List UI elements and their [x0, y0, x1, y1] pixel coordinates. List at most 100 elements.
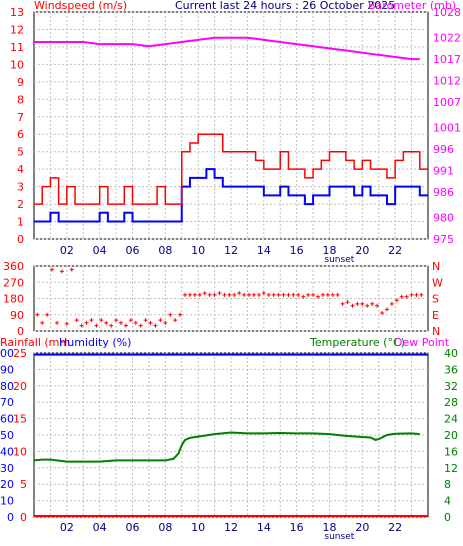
- direction-point: [370, 301, 375, 306]
- series-temperature: [33, 431, 420, 463]
- temperature-tick-label: 20: [444, 429, 458, 442]
- direction-point: [291, 292, 296, 297]
- y2-tick-label: 1012: [433, 75, 461, 88]
- current-date-header: Current last 24 hours : 26 October 2025: [175, 0, 395, 12]
- humidity-tick-label: 30: [0, 462, 14, 475]
- direction-point: [247, 292, 252, 297]
- compass-label: E: [432, 309, 439, 322]
- direction-point: [404, 294, 409, 299]
- x-tick-label: 20: [355, 244, 369, 257]
- direction-point: [35, 312, 40, 317]
- y-tick-label: 360: [3, 260, 24, 273]
- direction-point: [271, 292, 276, 297]
- rainfall-tick-label: 20: [13, 380, 27, 393]
- direction-point: [414, 292, 419, 297]
- direction-point: [394, 298, 399, 303]
- temperature-tick-label: 40: [444, 347, 458, 360]
- temperature-tick-label: 4: [444, 495, 451, 508]
- humidity-tick-label: 50: [0, 429, 14, 442]
- temperature-tick-label: 8: [444, 478, 451, 491]
- direction-point: [306, 292, 311, 297]
- direction-point: [45, 312, 50, 317]
- compass-label: N: [432, 325, 440, 338]
- rainfall-tick-label: 15: [13, 413, 27, 426]
- direction-point: [173, 318, 178, 323]
- barometer-header: Barometer (mb): [368, 0, 456, 12]
- rainfall-tick-label: 0: [20, 511, 27, 524]
- y-tick-label: 90: [10, 309, 24, 322]
- direction-point: [399, 294, 404, 299]
- direction-point: [419, 292, 424, 297]
- direction-point: [311, 292, 316, 297]
- x-tick-label: 04: [93, 521, 107, 534]
- direction-point: [256, 292, 261, 297]
- direction-point: [59, 269, 64, 274]
- x-tick-label: 14: [257, 521, 271, 534]
- y2-tick-label: 1028: [433, 6, 461, 19]
- series-wind-min: [34, 168, 428, 223]
- direction-point: [380, 310, 385, 315]
- x-tick-label: 02: [60, 244, 74, 257]
- direction-point: [301, 294, 306, 299]
- direction-point: [251, 292, 256, 297]
- y-tick-label: 1: [17, 216, 24, 229]
- direction-point: [153, 323, 158, 328]
- x-tick-label: 04: [93, 244, 107, 257]
- rainfall-header: Rainfall (mm: [0, 336, 70, 349]
- direction-point: [138, 323, 143, 328]
- direction-point: [207, 292, 212, 297]
- y-tick-label: 7: [17, 111, 24, 124]
- direction-point: [355, 301, 360, 306]
- direction-point: [183, 292, 188, 297]
- humidity-tick-label: 40: [0, 445, 14, 458]
- direction-point: [340, 301, 345, 306]
- direction-point: [168, 312, 173, 317]
- y-tick-label: 12: [10, 23, 24, 36]
- direction-point: [119, 320, 124, 325]
- temperature-tick-label: 28: [444, 396, 458, 409]
- direction-point: [276, 292, 281, 297]
- y-tick-label: 270: [3, 276, 24, 289]
- wind-direction-panel: 0 N 90 E 180 S 270 W 360 N: [3, 260, 443, 338]
- direction-point: [69, 267, 74, 272]
- x-tick-label: 08: [158, 244, 172, 257]
- y-tick-label: 10: [10, 58, 24, 71]
- direction-point: [330, 292, 335, 297]
- direction-point: [104, 320, 109, 325]
- temperature-tick-label: 32: [444, 380, 458, 393]
- x-tick-label: 12: [224, 521, 238, 534]
- direction-point: [197, 292, 202, 297]
- direction-point: [242, 292, 247, 297]
- humidity-tick-label: 100: [0, 347, 14, 360]
- direction-point: [40, 320, 45, 325]
- y-tick-label: 5: [17, 146, 24, 159]
- direction-point: [365, 303, 370, 308]
- direction-point: [128, 318, 133, 323]
- direction-point: [266, 292, 271, 297]
- direction-point: [232, 292, 237, 297]
- y-tick-label: 8: [17, 93, 24, 106]
- x-tick-label: 08: [158, 521, 172, 534]
- y2-tick-label: 975: [433, 233, 454, 246]
- windspeed-header: Windspeed (m/s): [34, 0, 127, 12]
- y-tick-label: 13: [10, 6, 24, 19]
- direction-point: [335, 292, 340, 297]
- rainfall-tick-label: 25: [13, 347, 27, 360]
- x-tick-label: 16: [290, 521, 304, 534]
- direction-point: [84, 320, 89, 325]
- humidity-tick-label: 80: [0, 380, 14, 393]
- temperature-tick-label: 36: [444, 363, 458, 376]
- y-tick-label: 0: [17, 233, 24, 246]
- direction-point: [202, 291, 207, 296]
- x-tick-label: 02: [60, 521, 74, 534]
- direction-point: [50, 267, 55, 272]
- direction-point: [64, 321, 69, 326]
- direction-point: [178, 312, 183, 317]
- y-tick-label: 6: [17, 128, 24, 141]
- compass-label: W: [432, 276, 443, 289]
- y-tick-label: 180: [3, 293, 24, 306]
- direction-point: [261, 291, 266, 296]
- humidity-tick-label: 90: [0, 363, 14, 376]
- x-tick-label: 16: [290, 244, 304, 257]
